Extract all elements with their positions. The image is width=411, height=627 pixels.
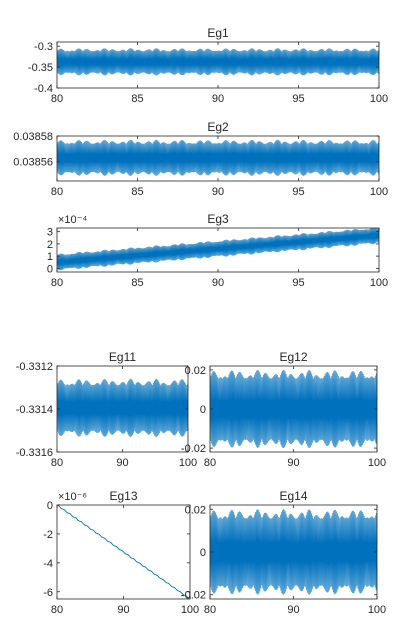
x-tick-label: 85 [131, 93, 143, 105]
y-tick-label: 1 [47, 251, 53, 263]
x-tick-label: 100 [368, 604, 386, 616]
y-tick-label: 0 [47, 263, 53, 275]
x-tick-label: 90 [212, 186, 224, 198]
y-tick-label: 0 [200, 547, 206, 559]
x-tick-label: 80 [204, 457, 216, 469]
y-tick-label: 0 [200, 404, 206, 416]
x-tick-label: 80 [204, 604, 216, 616]
x-tick-label: 80 [51, 604, 63, 616]
x-tick-label: 90 [287, 457, 299, 469]
chart-title: Eg1 [207, 26, 229, 40]
x-tick-label: 100 [370, 93, 388, 105]
y-tick-label: -0.3 [34, 41, 53, 53]
series-line [57, 378, 188, 437]
y-tick-label: 3 [47, 227, 53, 239]
x-tick-label: 100 [368, 457, 386, 469]
x-tick-label: 95 [292, 93, 304, 105]
x-tick-label: 90 [212, 93, 224, 105]
y-tick-label: -2 [43, 529, 53, 541]
x-tick-label: 80 [51, 93, 63, 105]
y-tick-label: -4 [43, 558, 53, 570]
x-tick-label: 100 [370, 186, 388, 198]
y-tick-label: -0.3316 [16, 447, 53, 459]
y-tick-label: 0.02 [185, 365, 206, 377]
x-tick-label: 85 [131, 277, 143, 289]
series-line [57, 505, 190, 599]
y-tick-label: -0.02 [181, 590, 206, 602]
y-tick-label: 0.03858 [13, 131, 53, 143]
x-tick-label: 90 [212, 277, 224, 289]
y-tick-label: -0.02 [181, 443, 206, 455]
axis-exponent-label: ×10⁻⁴ [58, 214, 87, 226]
chart-title: Eg13 [109, 489, 137, 503]
chart-title: Eg2 [207, 120, 229, 134]
subplot-eg1: 80 85 90 95 100 -0.3 -0.35 -0.4 Eg1 [28, 26, 388, 105]
subplot-eg11: 80 90 100 -0.3312 -0.3314 -0.3316 Eg11 [16, 350, 197, 469]
y-tick-label: 0 [47, 500, 53, 512]
subplot-eg12: 80 90 100 0.02 0 -0.02 Eg12 [181, 350, 386, 469]
x-tick-label: 85 [131, 186, 143, 198]
x-tick-label: 90 [117, 604, 129, 616]
y-tick-label: -0.4 [34, 83, 53, 95]
y-tick-label: -6 [43, 587, 53, 599]
x-tick-label: 100 [370, 277, 388, 289]
x-tick-label: 80 [51, 186, 63, 198]
series-line [57, 139, 379, 176]
subplot-eg14: 80 90 100 0.02 0 -0.02 Eg14 [181, 489, 386, 616]
chart-title: Eg14 [279, 489, 307, 503]
series-line [57, 48, 379, 76]
x-tick-label: 100 [179, 457, 197, 469]
series-line [57, 228, 379, 271]
x-tick-label: 80 [51, 277, 63, 289]
x-tick-label: 95 [292, 277, 304, 289]
x-tick-label: 100 [181, 604, 199, 616]
subplot-eg2: 80 85 90 95 100 0.03858 0.03856 Eg2 [13, 120, 388, 198]
y-tick-label: 0.03856 [13, 157, 53, 169]
series-line [210, 509, 377, 595]
y-tick-label: 2 [47, 239, 53, 251]
chart-title: Eg3 [207, 212, 229, 226]
chart-title: Eg11 [109, 350, 136, 364]
x-tick-label: 90 [287, 604, 299, 616]
axis-exponent-label: ×10⁻⁶ [58, 491, 87, 503]
y-tick-label: 0.02 [185, 504, 206, 516]
chart-title: Eg12 [279, 350, 307, 364]
x-tick-label: 90 [116, 457, 128, 469]
y-tick-label: -0.35 [28, 62, 53, 74]
subplot-eg13: 80 90 100 0 -2 -4 -6 Eg13 ×10⁻⁶ [43, 489, 199, 616]
series-line [210, 369, 377, 449]
y-tick-label: -0.3312 [16, 361, 53, 373]
x-tick-label: 80 [51, 457, 63, 469]
y-tick-label: -0.3314 [16, 404, 53, 416]
x-tick-label: 95 [292, 186, 304, 198]
